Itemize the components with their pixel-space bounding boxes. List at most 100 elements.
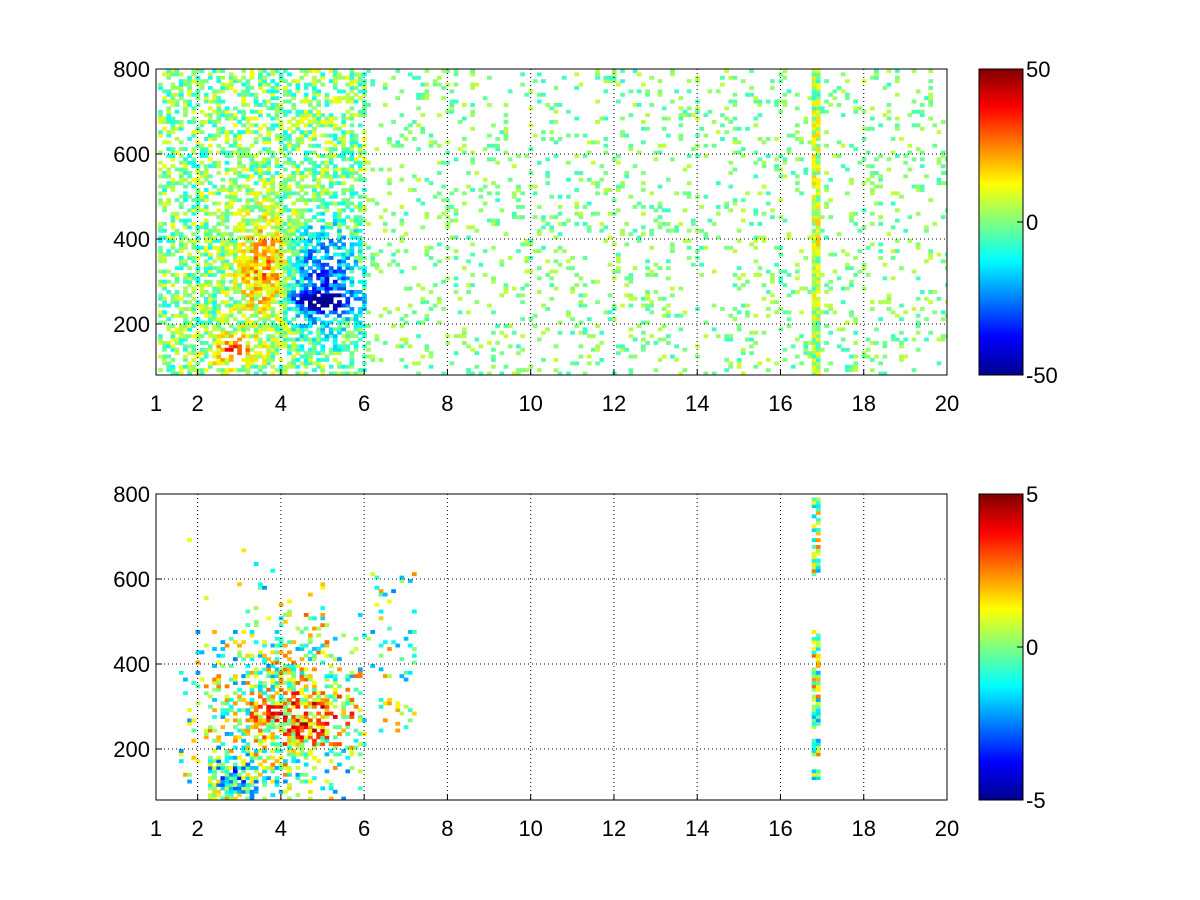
heatmap-cell [195,130,201,135]
heatmap-cell [262,653,267,658]
heatmap-cell [158,303,163,308]
heatmap-cell [353,327,359,332]
heatmap-cell [715,211,721,216]
heatmap-cell [199,160,205,165]
heatmap-cell [820,347,825,352]
heatmap-cell [903,310,908,315]
heatmap-cell [199,310,205,315]
heatmap-cell [183,337,188,342]
heatmap-cell [258,762,263,767]
heatmap-cell [199,320,205,325]
heatmap-cell [815,150,821,155]
heatmap-cell [345,174,351,179]
heatmap-cell [199,293,205,298]
heatmap-cell [166,154,172,158]
heatmap-cell [353,371,359,375]
heatmap-cell [291,242,296,247]
heatmap-cell [357,72,363,77]
heatmap-cell [349,79,355,84]
heatmap-cell [345,171,351,175]
heatmap-cell [208,725,213,730]
heatmap-cell [266,290,271,294]
heatmap-cell [191,116,197,121]
heatmap-cell [291,228,296,233]
heatmap-cell [295,725,301,730]
heatmap-cell [370,82,376,87]
heatmap-cell [237,245,242,250]
heatmap-cell [208,113,213,118]
heatmap-cell [220,109,226,114]
heatmap-cell [732,92,738,97]
heatmap-cell [283,371,288,375]
heatmap-cell [216,762,222,767]
heatmap-cell [220,256,226,260]
heatmap-cell [258,218,263,223]
heatmap-cell [245,222,251,226]
heatmap-cell [162,99,167,104]
heatmap-cell [228,188,234,192]
heatmap-cell [258,177,263,182]
heatmap-cell [553,235,559,240]
heatmap-cell [299,337,305,342]
heatmap-cell [220,664,226,668]
heatmap-cell [245,198,251,203]
heatmap-cell [291,317,296,322]
heatmap-cell [216,249,222,254]
heatmap-cell [262,256,267,260]
heatmap-cell [308,283,313,288]
heatmap-cell [212,630,217,634]
heatmap-cell [203,643,209,648]
heatmap-cell [237,327,242,332]
heatmap-cell [183,334,188,339]
heatmap-cell [178,324,184,328]
heatmap-cell [303,674,309,679]
heatmap-cell [224,109,230,114]
heatmap-cell [249,783,255,787]
heatmap-cell [499,130,505,135]
heatmap-cell [170,150,176,155]
heatmap-cell [253,167,259,172]
heatmap-cell [287,228,292,233]
heatmap-cell [274,735,280,740]
heatmap-cell [170,96,176,101]
heatmap-cell [491,143,496,148]
heatmap-cell [183,324,188,328]
heatmap-cell [253,738,259,743]
heatmap-cell [258,344,263,349]
heatmap-cell [162,273,167,277]
heatmap-cell [274,160,280,165]
heatmap-cell [245,371,251,375]
heatmap-cell [382,307,388,311]
heatmap-cell [903,354,908,359]
heatmap-cell [928,198,933,203]
heatmap-cell [253,198,259,203]
heatmap-cell [249,334,255,339]
heatmap-cell [387,167,392,172]
heatmap-cell [253,320,259,325]
heatmap-cell [836,86,842,90]
heatmap-cell [295,120,301,124]
heatmap-cell [216,191,222,196]
heatmap-cell [295,364,301,369]
heatmap-cell [262,735,267,740]
heatmap-cell [657,205,663,209]
heatmap-cell [641,188,646,192]
heatmap-cell [183,320,188,325]
heatmap-cell [174,69,180,73]
heatmap-cell [287,320,292,325]
heatmap-cell [653,218,659,223]
heatmap-cell [212,99,217,104]
heatmap-cell [278,109,284,114]
heatmap-cell [795,174,800,179]
heatmap-cell [262,657,267,662]
heatmap-cell [320,715,326,719]
heatmap-cell [283,721,288,726]
heatmap-cell [158,109,163,114]
heatmap-cell [187,120,192,124]
heatmap-cell [487,143,492,148]
heatmap-cell [320,273,326,277]
heatmap-cell [287,266,292,271]
heatmap-cell [258,286,263,291]
heatmap-cell [919,150,925,155]
heatmap-cell [553,140,559,145]
